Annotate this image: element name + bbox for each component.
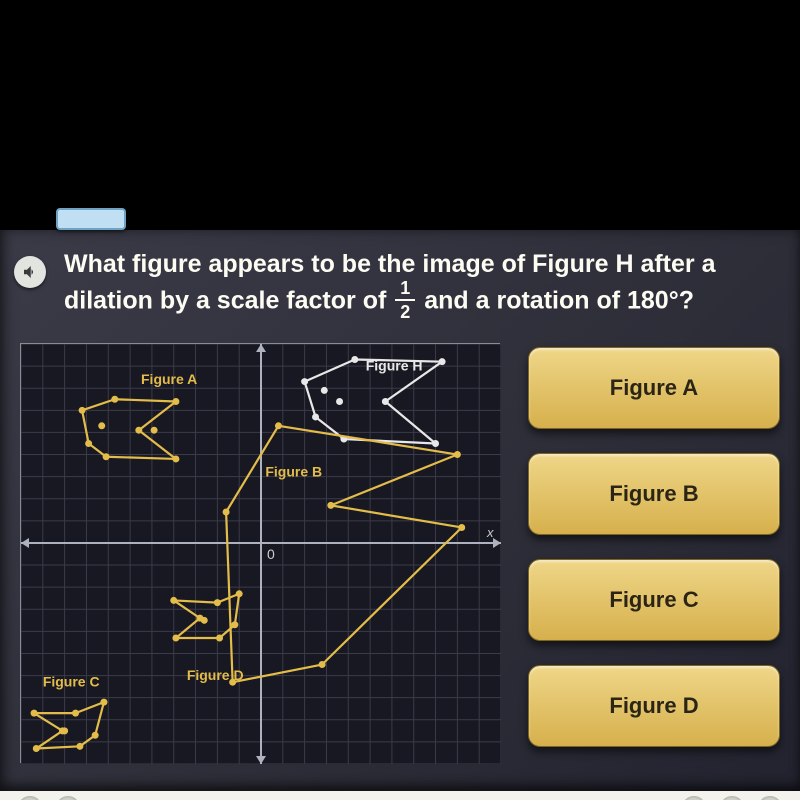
footer-icon[interactable] <box>56 796 80 800</box>
svg-text:Figure B: Figure B <box>265 463 322 479</box>
footer-icon[interactable] <box>18 796 42 800</box>
svg-text:x: x <box>486 524 494 539</box>
answer-button-d[interactable]: Figure D <box>528 665 780 747</box>
graph-svg: 0 x Figure H Figure A Figure B Figure C Figure… <box>21 344 501 764</box>
quiz-panel: What figure appears to be the image of F… <box>0 230 800 791</box>
speaker-icon <box>21 263 39 281</box>
svg-text:Figure D: Figure D <box>187 667 244 683</box>
answer-button-c[interactable]: Figure C <box>528 559 780 641</box>
fraction-numerator: 1 <box>395 279 415 301</box>
coordinate-graph: 0 x Figure H Figure A Figure B Figure C Figure… <box>20 343 500 763</box>
answer-label: Figure D <box>609 693 698 719</box>
answer-column: Figure A Figure B Figure C Figure D <box>528 343 780 747</box>
svg-text:0: 0 <box>267 545 275 561</box>
question-text: What figure appears to be the image of F… <box>64 248 780 323</box>
footer-bar <box>0 791 800 800</box>
answer-label: Figure C <box>609 587 698 613</box>
content-row: 0xFigure HFigure AFigure BFigure CFigure… <box>20 343 780 763</box>
tab-stub <box>56 208 126 230</box>
svg-text:Figure H: Figure H <box>366 357 423 373</box>
top-black-bar <box>0 0 800 230</box>
footer-icon[interactable] <box>682 796 706 800</box>
footer-icon[interactable] <box>758 796 782 800</box>
question-line1: What figure appears to be the image of F… <box>64 250 716 278</box>
fraction-denominator: 2 <box>400 301 410 321</box>
audio-button[interactable] <box>14 256 46 288</box>
svg-text:Figure C: Figure C <box>43 673 100 689</box>
question-line2a: dilation by a scale factor of <box>64 286 393 314</box>
answer-button-a[interactable]: Figure A <box>528 347 780 429</box>
answer-label: Figure B <box>609 481 698 507</box>
answer-button-b[interactable]: Figure B <box>528 453 780 535</box>
question-line2b: and a rotation of 180°? <box>424 286 694 314</box>
answer-label: Figure A <box>610 375 698 401</box>
fraction: 1 2 <box>395 279 415 321</box>
footer-icon[interactable] <box>720 796 744 800</box>
svg-text:Figure A: Figure A <box>141 370 197 386</box>
